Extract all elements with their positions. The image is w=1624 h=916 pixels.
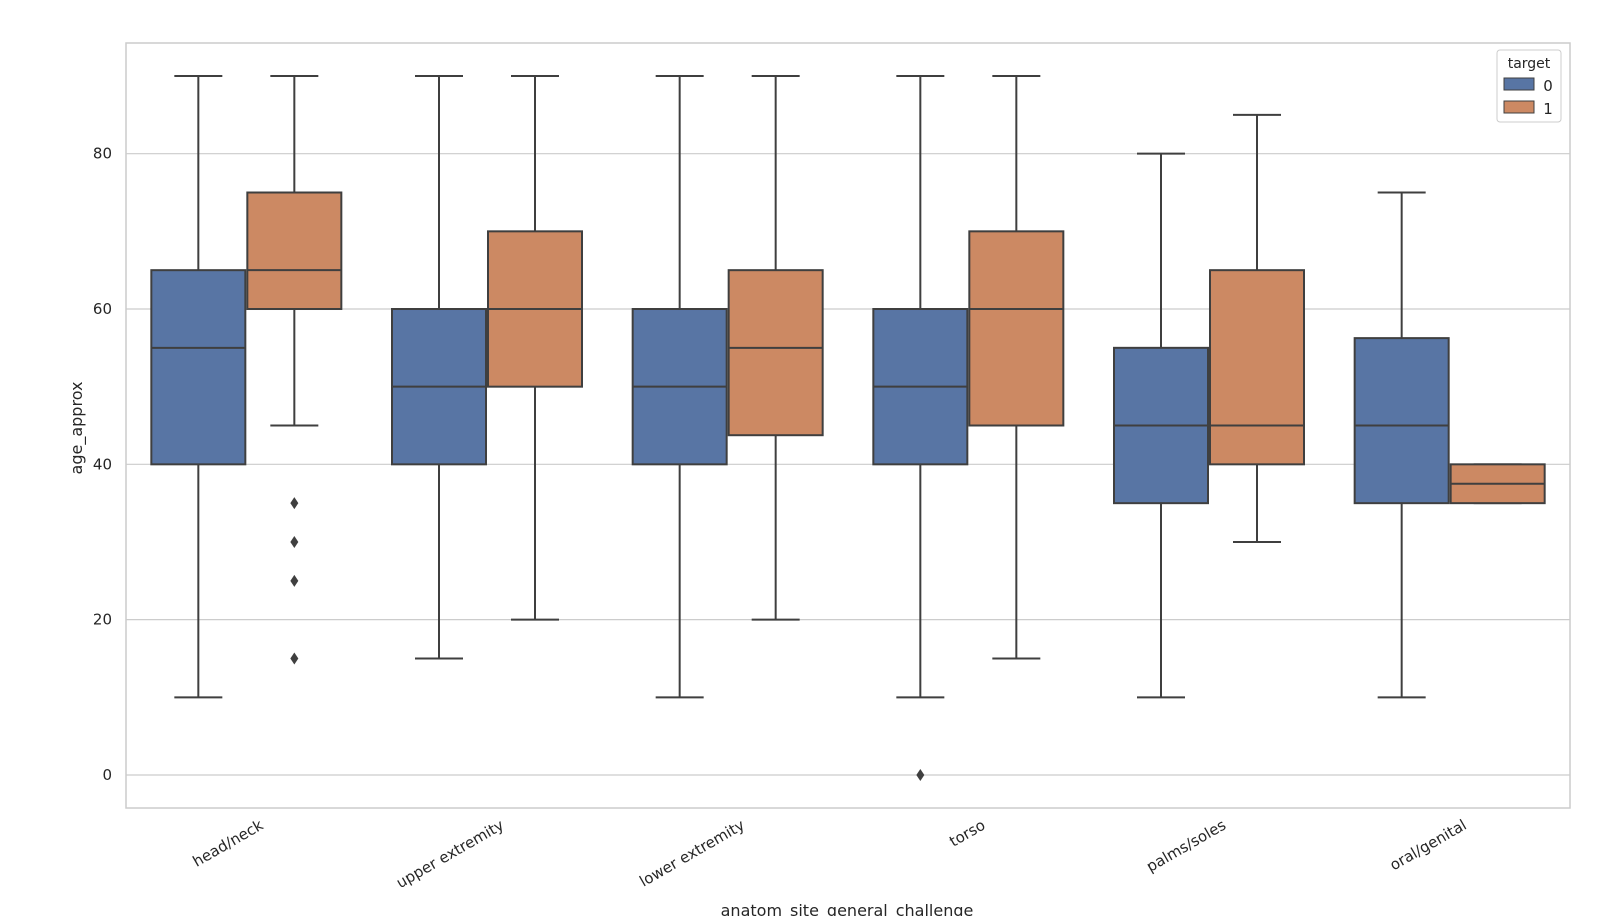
x-ticks: head/neck upper extremity lower extremity t… (190, 816, 1470, 892)
grid-lines (126, 153, 1570, 776)
x-tick-label: oral/genital (1387, 816, 1470, 874)
outlier-point (916, 768, 925, 781)
legend-swatch-0 (1503, 77, 1535, 91)
boxes (150, 75, 1546, 781)
legend-swatch-1 (1503, 100, 1535, 114)
box-0-1 (391, 75, 487, 660)
box-iqr (968, 230, 1065, 427)
y-axis-title: age_approx (67, 382, 87, 475)
outlier-point (290, 652, 299, 665)
box-iqr (246, 191, 343, 311)
box-1-5 (1449, 463, 1546, 505)
box-iqr (150, 269, 247, 466)
y-tick-label: 40 (93, 455, 112, 473)
y-ticks: 0 20 40 60 80 (93, 145, 112, 784)
box-0-4 (1113, 152, 1209, 699)
box-0-0 (150, 75, 247, 699)
legend-label-0: 0 (1543, 77, 1553, 95)
legend: target 0 1 (1496, 49, 1562, 123)
box-iqr (1353, 337, 1450, 505)
box-1-4 (1209, 113, 1305, 543)
outlier-point (290, 535, 299, 548)
outlier-point (290, 574, 299, 587)
x-axis-title: anatom_site_general_challenge (721, 901, 974, 916)
box-iqr (1209, 269, 1305, 466)
x-tick-label: head/neck (190, 816, 267, 871)
legend-label-1: 1 (1543, 100, 1553, 118)
box-1-1 (487, 75, 583, 621)
legend-title: target (1508, 56, 1551, 72)
plot-area (125, 42, 1571, 809)
outlier-point (290, 497, 299, 510)
box-1-3 (968, 75, 1065, 660)
box-0-2 (631, 75, 728, 699)
x-tick-label: torso (946, 816, 988, 851)
y-tick-label: 80 (93, 145, 112, 163)
y-tick-label: 20 (93, 611, 112, 629)
box-1-2 (727, 75, 824, 621)
y-tick-label: 60 (93, 300, 112, 318)
x-tick-label: lower extremity (636, 816, 747, 891)
box-1-0 (246, 75, 343, 665)
box-0-3 (872, 75, 969, 781)
x-tick-label: palms/soles (1143, 816, 1229, 876)
box-iqr (727, 269, 824, 437)
x-tick-label: upper extremity (393, 816, 507, 892)
box-0-5 (1353, 191, 1450, 699)
y-tick-label: 0 (102, 766, 112, 784)
